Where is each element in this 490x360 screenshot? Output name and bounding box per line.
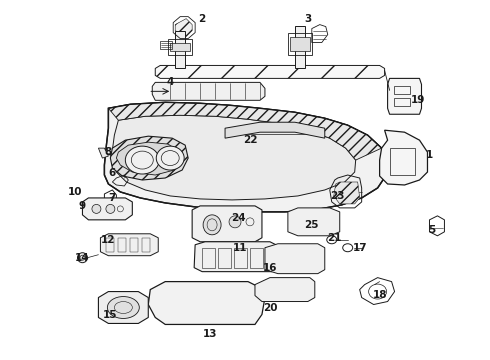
Polygon shape xyxy=(292,212,336,232)
Polygon shape xyxy=(170,42,190,50)
Ellipse shape xyxy=(229,216,241,228)
Polygon shape xyxy=(116,142,182,175)
Text: 15: 15 xyxy=(103,310,118,320)
Ellipse shape xyxy=(92,204,101,213)
Polygon shape xyxy=(265,244,325,274)
Polygon shape xyxy=(100,234,158,256)
Text: 7: 7 xyxy=(109,193,116,203)
Polygon shape xyxy=(295,26,305,68)
Polygon shape xyxy=(175,19,192,37)
Text: 17: 17 xyxy=(352,243,367,253)
Polygon shape xyxy=(192,206,262,242)
Ellipse shape xyxy=(77,253,87,263)
Polygon shape xyxy=(270,248,320,270)
Polygon shape xyxy=(255,278,315,302)
Ellipse shape xyxy=(107,297,139,319)
Polygon shape xyxy=(225,122,325,138)
Polygon shape xyxy=(155,66,385,78)
Text: 8: 8 xyxy=(105,147,112,157)
Ellipse shape xyxy=(203,215,221,235)
Polygon shape xyxy=(388,78,421,114)
Text: 12: 12 xyxy=(101,235,116,245)
Text: 1: 1 xyxy=(426,150,433,160)
Text: 11: 11 xyxy=(233,243,247,253)
Text: 9: 9 xyxy=(79,201,86,211)
Text: 24: 24 xyxy=(231,213,245,223)
Text: 21: 21 xyxy=(327,233,342,243)
Polygon shape xyxy=(112,115,356,200)
Polygon shape xyxy=(104,102,388,212)
Text: 16: 16 xyxy=(263,263,277,273)
Text: 6: 6 xyxy=(109,168,116,178)
Polygon shape xyxy=(194,242,278,272)
Polygon shape xyxy=(175,31,185,68)
Polygon shape xyxy=(98,292,148,323)
Text: 10: 10 xyxy=(68,187,83,197)
Polygon shape xyxy=(380,130,427,185)
Text: 5: 5 xyxy=(428,225,435,235)
Text: 23: 23 xyxy=(330,191,345,201)
Text: 13: 13 xyxy=(203,329,218,339)
Polygon shape xyxy=(110,136,188,180)
Polygon shape xyxy=(98,148,108,158)
Ellipse shape xyxy=(106,204,115,213)
Text: 3: 3 xyxy=(304,14,312,24)
Text: 20: 20 xyxy=(263,302,277,312)
Text: 14: 14 xyxy=(75,253,90,263)
Polygon shape xyxy=(148,282,265,324)
Text: 2: 2 xyxy=(198,14,206,24)
Text: 22: 22 xyxy=(243,135,257,145)
Polygon shape xyxy=(152,82,265,100)
Text: 4: 4 xyxy=(167,77,174,87)
Polygon shape xyxy=(334,182,360,204)
Ellipse shape xyxy=(125,146,159,174)
Text: 25: 25 xyxy=(305,220,319,230)
Polygon shape xyxy=(288,208,340,236)
Text: 19: 19 xyxy=(410,95,425,105)
Polygon shape xyxy=(290,37,310,50)
Polygon shape xyxy=(108,102,382,160)
Ellipse shape xyxy=(156,146,184,170)
Text: 18: 18 xyxy=(372,289,387,300)
Polygon shape xyxy=(82,198,132,220)
